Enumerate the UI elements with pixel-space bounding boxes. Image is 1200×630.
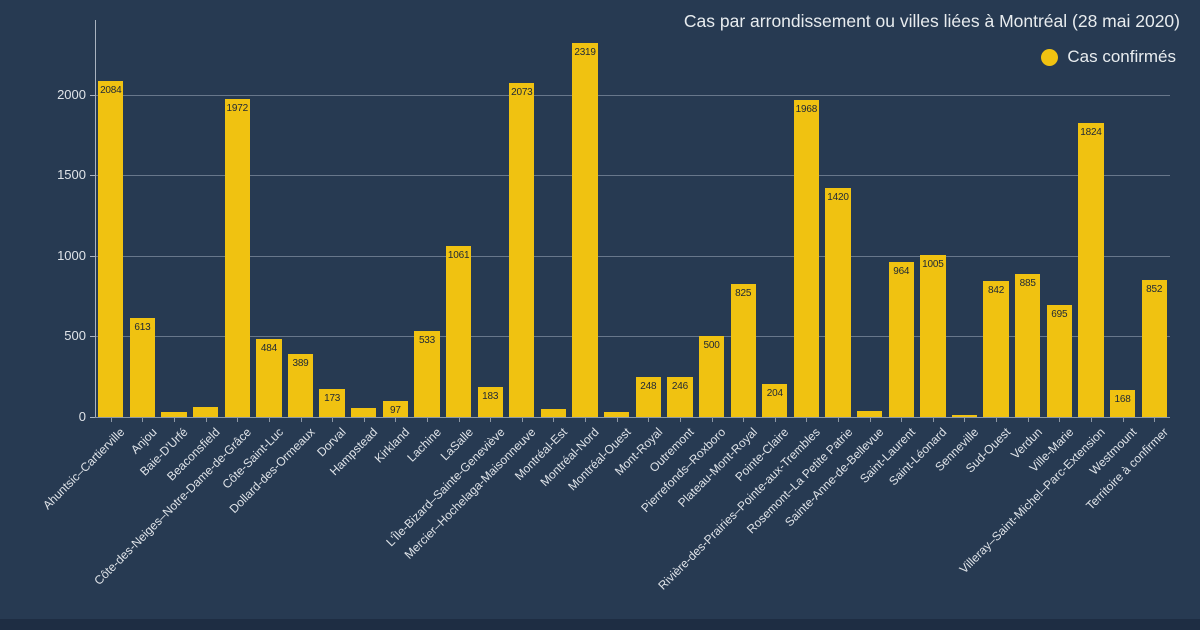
grid-line [95, 336, 1170, 338]
bar[interactable] [319, 389, 345, 417]
bar[interactable] [445, 245, 472, 417]
x-tick [205, 418, 207, 422]
bar[interactable] [604, 412, 630, 417]
x-tick [806, 418, 808, 422]
x-tick [237, 418, 239, 422]
x-tick [1090, 418, 1092, 422]
y-tick [90, 175, 95, 177]
x-tick [174, 418, 176, 422]
bar[interactable] [1141, 279, 1167, 417]
x-tick [585, 418, 587, 422]
bar[interactable] [888, 261, 914, 417]
legend-marker-circle-icon [1041, 48, 1059, 66]
x-tick [300, 418, 302, 422]
bar[interactable] [698, 336, 725, 417]
bar[interactable] [1078, 122, 1104, 417]
x-tick [426, 418, 428, 422]
y-tick-label: 1000 [57, 247, 86, 263]
bar[interactable] [509, 82, 535, 417]
bar[interactable] [667, 377, 693, 417]
bar[interactable] [951, 414, 978, 417]
bottom-strip [0, 619, 1200, 630]
grid-line [95, 255, 1170, 257]
bar[interactable] [98, 80, 124, 417]
x-tick [363, 418, 365, 422]
bar[interactable] [224, 99, 250, 417]
bar[interactable] [287, 354, 314, 417]
x-tick [1059, 418, 1061, 422]
x-tick [332, 418, 334, 422]
x-tick [679, 418, 681, 422]
bar[interactable] [572, 43, 598, 417]
x-tick [110, 418, 112, 422]
y-tick-label: 0 [78, 409, 86, 424]
grid-line [95, 175, 1170, 177]
bar[interactable] [256, 338, 282, 417]
bar[interactable] [793, 99, 820, 417]
x-tick-label-text: Ahuntsic–Cartierville [40, 425, 128, 513]
y-tick [90, 336, 95, 338]
bar[interactable] [1015, 274, 1041, 417]
x-tick [521, 418, 523, 422]
bar[interactable] [1046, 304, 1072, 417]
x-tick [932, 418, 934, 422]
x-tick [743, 418, 745, 422]
x-tick [616, 418, 618, 422]
x-axis-line [95, 417, 1170, 418]
bar[interactable] [825, 188, 851, 417]
bar[interactable] [983, 281, 1009, 417]
x-tick [838, 418, 839, 422]
x-tick [553, 418, 555, 422]
y-tick [90, 94, 95, 96]
x-tick [490, 418, 492, 422]
chart-title: Cas par arrondissement ou villes liées à… [683, 11, 1180, 31]
bar[interactable] [540, 409, 567, 417]
y-tick-label: 500 [64, 328, 86, 344]
legend-label: Cas confirmés [1067, 47, 1176, 66]
x-tick [964, 418, 966, 422]
bar[interactable] [382, 401, 408, 417]
y-axis-line [95, 20, 96, 417]
bar[interactable] [351, 408, 377, 417]
bar[interactable] [1109, 389, 1136, 417]
x-tick [1027, 418, 1029, 422]
x-tick [774, 418, 776, 422]
y-tick [90, 255, 95, 257]
x-tick-label-text: Kirkland [371, 425, 413, 466]
bar[interactable] [730, 283, 756, 417]
x-tick [1122, 418, 1124, 422]
bar[interactable] [856, 411, 883, 417]
y-tick [90, 417, 95, 418]
x-tick [142, 418, 144, 422]
y-tick-label: 2000 [57, 86, 86, 102]
bar[interactable] [161, 412, 187, 417]
x-tick [869, 418, 871, 422]
grid-line [95, 94, 1170, 96]
legend-item-cas-confirmes[interactable]: Cas confirmés [1041, 47, 1176, 67]
y-tick-label: 1500 [57, 167, 86, 183]
x-tick [1154, 418, 1156, 422]
x-tick [711, 418, 713, 422]
x-tick [996, 418, 998, 422]
bar[interactable] [635, 377, 661, 417]
x-tick [268, 418, 270, 422]
x-tick [458, 418, 460, 422]
x-tick-label-text: Lachine [404, 425, 444, 465]
x-tick [648, 418, 650, 422]
bar[interactable] [414, 331, 440, 417]
x-tick [395, 418, 397, 422]
bar[interactable] [193, 407, 219, 417]
bar[interactable] [762, 384, 788, 417]
x-tick [901, 418, 903, 422]
bar[interactable] [129, 318, 156, 417]
bar[interactable] [920, 254, 946, 417]
bar[interactable] [477, 387, 503, 417]
